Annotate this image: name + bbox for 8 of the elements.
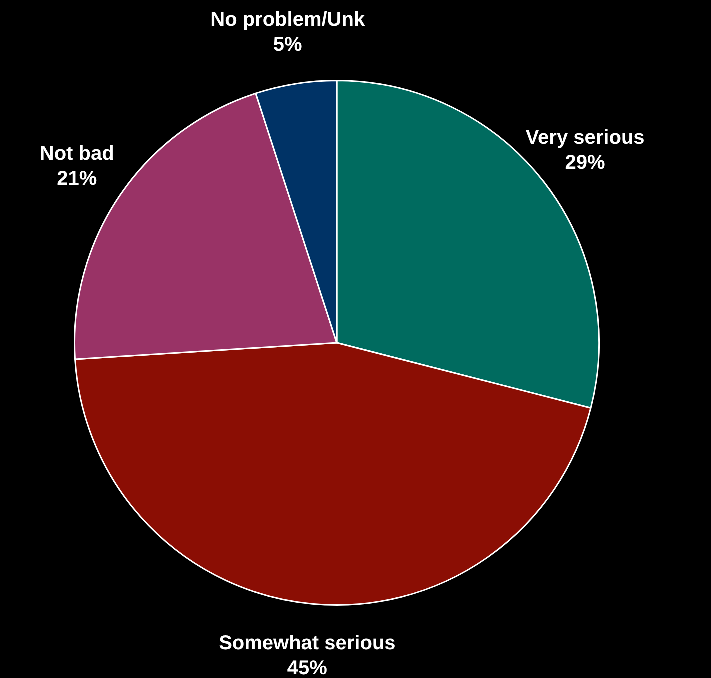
slice-label: No problem/Unk (210, 9, 366, 32)
slice-label: Not bad (40, 142, 114, 165)
slice-label: Very serious (526, 126, 645, 149)
slice-label: Somewhat serious (219, 632, 396, 654)
data-label: 5% (273, 34, 303, 56)
data-label: 45% (287, 657, 328, 678)
data-label: 21% (57, 168, 98, 190)
data-label: 29% (565, 152, 606, 174)
